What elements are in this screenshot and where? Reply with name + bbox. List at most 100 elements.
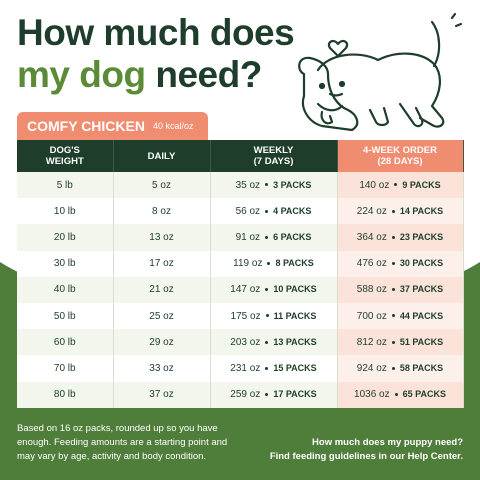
daily-cell: 37 oz <box>113 381 211 408</box>
weekly-cell: 147 oz 10 PACKS <box>210 276 338 303</box>
separator <box>265 235 269 239</box>
header-text: DAILY <box>147 150 176 162</box>
ounces: 588 oz <box>356 284 387 296</box>
weight-cell: 30 lb <box>17 250 114 277</box>
title-highlight: my dog <box>17 54 146 95</box>
packs: 10 PACKS <box>273 284 317 295</box>
separator <box>265 288 269 292</box>
weight-cell: 80 lb <box>17 381 114 408</box>
separator <box>265 392 269 396</box>
weekly-cell: 119 oz 8 PACKS <box>210 250 338 277</box>
daily-cell: 21 oz <box>113 276 211 303</box>
separator <box>391 288 395 292</box>
weight-cell: 20 lb <box>17 224 114 251</box>
ounces: 175 oz <box>230 310 261 322</box>
separator <box>394 392 398 396</box>
daily-cell: 8 oz <box>113 198 211 225</box>
separator <box>265 314 269 318</box>
title: How much does my dog need? <box>17 12 295 96</box>
weekly-cell: 203 oz 13 PACKS <box>210 329 338 356</box>
header-text: (7 DAYS) <box>253 156 294 167</box>
weekly-cell: 175 oz 11 PACKS <box>210 302 338 330</box>
packs: 44 PACKS <box>399 310 444 321</box>
four-week-cell: 700 oz 44 PACKS <box>337 302 464 330</box>
four-week-cell: 924 oz 58 PACKS <box>337 355 464 382</box>
ounces: 224 oz <box>356 205 387 217</box>
weight-cell: 40 lb <box>17 276 114 303</box>
four-week-cell: 224 oz 14 PACKS <box>337 198 464 225</box>
daily-cell: 25 oz <box>113 302 211 330</box>
separator <box>391 209 395 213</box>
four-week-cell: 476 oz 30 PACKS <box>337 250 464 277</box>
help-text: How much does my puppy need? Find feedin… <box>270 436 463 464</box>
separator <box>391 314 395 318</box>
ounces: 364 oz <box>356 231 387 243</box>
packs: 8 PACKS <box>275 258 314 269</box>
four-week-cell: 588 oz 37 PACKS <box>337 276 464 303</box>
packs: 14 PACKS <box>399 205 444 216</box>
packs: 30 PACKS <box>399 258 444 269</box>
table-row: 70 lb 33 oz 231 oz 15 PACKS 924 oz 58 PACKS <box>17 355 464 382</box>
header-text: DOG'S <box>49 145 80 156</box>
four-week-cell: 140 oz 9 PACKS <box>337 172 464 199</box>
header-cell: DOG'S WEIGHT <box>17 140 114 172</box>
title-text: need? <box>155 54 262 95</box>
packs: 6 PACKS <box>273 231 312 242</box>
packs: 13 PACKS <box>273 336 317 347</box>
table-row: 30 lb 17 oz 119 oz 8 PACKS 476 oz 30 PACKS <box>17 250 464 277</box>
weekly-cell: 231 oz 15 PACKS <box>210 355 338 382</box>
header-cell: 4-WEEK ORDER (28 DAYS) <box>337 140 464 172</box>
weekly-cell: 259 oz 17 PACKS <box>210 381 338 408</box>
four-week-cell: 812 oz 51 PACKS <box>337 329 464 356</box>
separator <box>391 262 395 266</box>
table-row: 5 lb 5 oz 35 oz 3 PACKS 140 oz 9 PACKS <box>17 172 464 199</box>
header-text: 4-WEEK ORDER <box>363 145 437 156</box>
ounces: 700 oz <box>356 310 387 322</box>
ounces: 56 oz <box>235 205 261 217</box>
packs: 23 PACKS <box>399 231 444 242</box>
product-name: COMFY CHICKEN <box>27 118 145 134</box>
weekly-cell: 35 oz 3 PACKS <box>210 172 338 199</box>
ounces: 35 oz <box>235 179 261 191</box>
packs: 37 PACKS <box>399 284 444 295</box>
four-week-cell: 1036 oz 65 PACKS <box>337 381 464 408</box>
ounces: 140 oz <box>359 179 390 191</box>
daily-cell: 29 oz <box>113 329 211 356</box>
header-text: (28 DAYS) <box>377 156 423 167</box>
weight-cell: 50 lb <box>17 302 114 330</box>
table-row: 60 lb 29 oz 203 oz 13 PACKS 812 oz 51 PACKS <box>17 329 464 356</box>
table-row: 50 lb 25 oz 175 oz 11 PACKS 700 oz 44 PACKS <box>17 302 464 330</box>
packs: 58 PACKS <box>399 362 444 373</box>
ounces: 259 oz <box>230 389 261 401</box>
ounces: 231 oz <box>230 362 261 374</box>
daily-cell: 13 oz <box>113 224 211 251</box>
daily-cell: 17 oz <box>113 250 211 277</box>
weight-cell: 70 lb <box>17 355 114 382</box>
ounces: 147 oz <box>230 284 261 296</box>
header-row: DOG'S WEIGHT DAILY WEEKLY (7 DAYS) 4-WEEK ORD… <box>17 140 464 172</box>
packs: 15 PACKS <box>273 362 317 373</box>
daily-cell: 5 oz <box>113 172 211 199</box>
dog-illustration <box>298 12 463 132</box>
title-line: my dog need? <box>17 54 294 96</box>
daily-cell: 33 oz <box>113 355 211 382</box>
separator <box>265 209 269 213</box>
weekly-cell: 56 oz 4 PACKS <box>210 198 338 225</box>
weight-cell: 10 lb <box>17 198 114 225</box>
weekly-cell: 91 oz 6 PACKS <box>210 224 338 251</box>
packs: 9 PACKS <box>402 179 441 190</box>
weight-cell: 60 lb <box>17 329 114 356</box>
header-cell: DAILY <box>113 140 211 172</box>
feeding-table: DOG'S WEIGHT DAILY WEEKLY (7 DAYS) 4-WEEK ORD… <box>17 140 464 408</box>
separator <box>391 235 395 239</box>
table-row: 80 lb 37 oz 259 oz 17 PACKS 1036 oz 65 PACKS <box>17 381 464 408</box>
separator <box>391 340 395 344</box>
title-line: How much does <box>17 12 295 53</box>
separator <box>265 183 269 187</box>
ounces: 91 oz <box>235 231 261 243</box>
packs: 11 PACKS <box>273 310 317 321</box>
separator <box>391 366 395 370</box>
help-line: Find feeding guidelines in our Help Cent… <box>269 451 463 462</box>
table-row: 10 lb 8 oz 56 oz 4 PACKS 224 oz 14 PACKS <box>17 198 464 225</box>
header-cell: WEEKLY (7 DAYS) <box>210 140 338 172</box>
